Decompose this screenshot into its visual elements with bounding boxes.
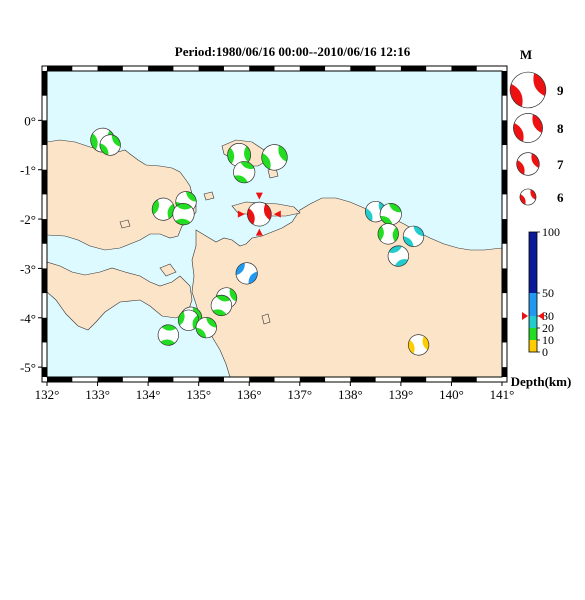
selected-marker-arrow: [255, 228, 263, 236]
magnitude-legend-label: 8: [557, 121, 564, 136]
selected-marker-arrow: [273, 210, 281, 218]
longitude-tick-label: 133°: [85, 387, 110, 402]
latitude-tick-label: -2°: [20, 212, 36, 227]
depth-band: [529, 328, 537, 340]
depth-scale-title: Depth(km): [511, 374, 572, 389]
focal-mechanism: [379, 203, 402, 226]
depth-marker-left: [522, 312, 528, 320]
focal-mechanism: [235, 262, 258, 285]
focal-mechanism: [227, 142, 252, 167]
longitude-tick-label: 141°: [490, 387, 515, 402]
island-small: [159, 263, 177, 277]
longitude-tick-label: 136°: [237, 387, 262, 402]
latitude-tick-label: -1°: [20, 163, 36, 178]
magnitude-legend-label: 6: [557, 190, 564, 205]
landmass: [47, 139, 502, 377]
focal-mechanism: [377, 223, 399, 245]
longitude-tick-label: 138°: [338, 387, 363, 402]
focal-mechanism: [233, 161, 256, 184]
focal-mechanism: [195, 316, 217, 339]
magnitude-legend-ball: [509, 71, 547, 109]
focal-mechanism: [387, 245, 410, 267]
focal-mechanism: [157, 324, 179, 346]
latitude-tick-label: -3°: [20, 261, 36, 276]
focal-mechanism: [151, 197, 175, 221]
focal-mechanism: [402, 225, 425, 247]
island-small: [203, 191, 215, 201]
depth-band: [529, 293, 537, 316]
focal-mechanism: [261, 144, 288, 171]
magnitude-legend-ball: [513, 113, 543, 143]
magnitude-legend-label: 9: [557, 83, 564, 98]
latitude-tick-label: 0°: [24, 113, 36, 128]
magnitude-legend-ball: [516, 152, 540, 176]
magnitude-legend-ball: [519, 188, 537, 206]
longitude-tick-label: 139°: [389, 387, 414, 402]
map-title: Period:1980/06/16 00:00--2010/06/16 12:1…: [174, 44, 411, 59]
magnitude-legend-title: M: [520, 47, 532, 62]
depth-marker-right: [538, 312, 544, 320]
longitude-tick-label: 132°: [35, 387, 60, 402]
depth-band: [529, 316, 537, 328]
island-small: [261, 313, 271, 325]
map-frame: [41, 65, 508, 383]
longitude-tick-label: 137°: [287, 387, 312, 402]
selected-marker-arrow: [237, 210, 245, 218]
focal-mechanism: [177, 309, 200, 331]
depth-scale-label: 50: [542, 286, 554, 300]
latitude-tick-label: -4°: [20, 311, 36, 326]
focal-mechanism: [99, 134, 121, 156]
axis-ticks: 132° 133° 134° 135° 136° 137° 138° 139° 140° 141°…: [20, 113, 514, 402]
depth-band: [529, 340, 537, 352]
magnitude-legend-label: 7: [557, 157, 564, 172]
magnitude-legend: M 9 8 7 6: [509, 47, 564, 206]
longitude-tick-label: 135°: [186, 387, 211, 402]
selected-marker-arrow: [255, 192, 263, 200]
focal-mechanism: [172, 203, 195, 226]
longitude-tick-label: 140°: [439, 387, 464, 402]
depth-scale-label: 100: [542, 225, 560, 239]
selected-focal-mechanism: [247, 201, 272, 227]
depth-scale-label: 20: [542, 321, 554, 335]
focal-mechanism: [407, 334, 430, 356]
bomberai-peninsula: [47, 261, 193, 331]
focal-mechanisms: [90, 127, 430, 356]
depth-band: [529, 232, 537, 293]
depth-scale-label: 10: [542, 333, 554, 347]
depth-scale-label: 30: [542, 309, 554, 323]
longitude-tick-label: 134°: [136, 387, 161, 402]
focal-mechanism: [210, 294, 233, 317]
island-small: [119, 219, 131, 229]
depth-scale-label: 0: [542, 345, 548, 359]
selected-event-marker: [237, 192, 281, 236]
latitude-tick-label: -5°: [20, 360, 36, 375]
